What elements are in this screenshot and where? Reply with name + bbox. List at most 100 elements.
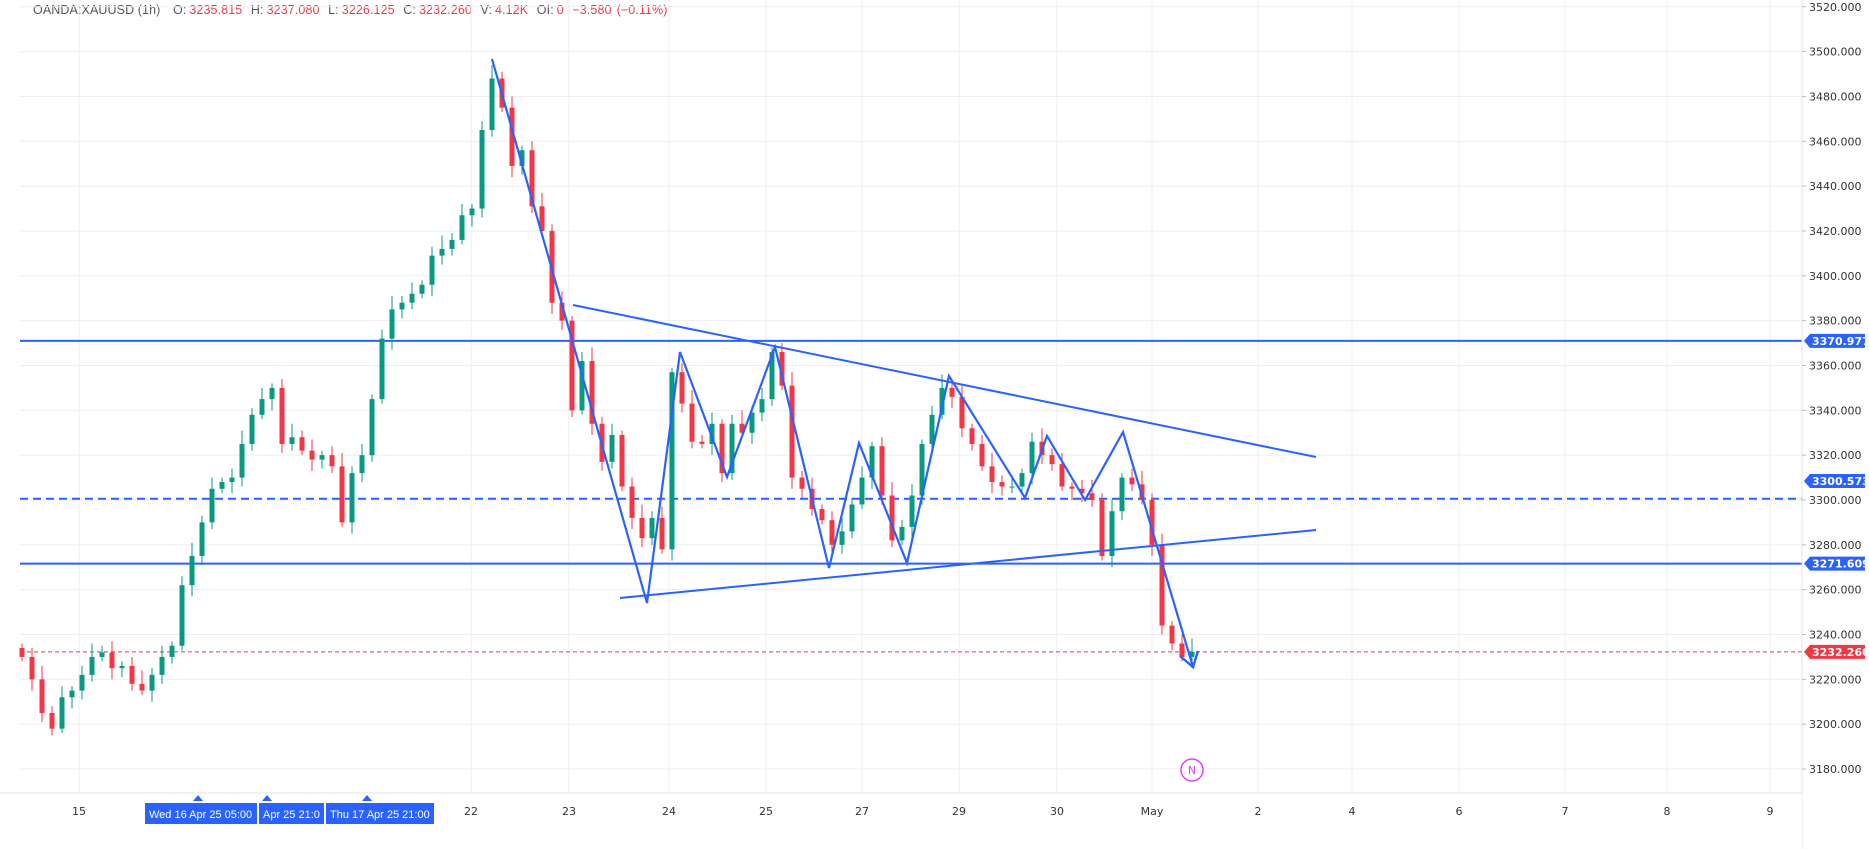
candle-up xyxy=(669,372,675,550)
arrow-head-icon xyxy=(1179,650,1200,670)
time-tick-label: 9 xyxy=(1767,805,1774,818)
candle-down xyxy=(679,372,685,404)
time-marker-triangle-icon[interactable] xyxy=(362,795,372,801)
candle-up xyxy=(769,352,775,400)
candle-down xyxy=(309,450,315,460)
level-price-tag[interactable]: 3300.573 xyxy=(1804,474,1869,488)
time-tick-label: 8 xyxy=(1664,805,1671,818)
price-tick-label: 3200.000 xyxy=(1809,718,1862,731)
time-tick-label: 30 xyxy=(1050,805,1064,818)
candle-down xyxy=(1159,544,1165,626)
candle-down xyxy=(1059,464,1065,487)
time-tick-label: 2 xyxy=(1255,805,1262,818)
candle-up xyxy=(79,674,85,691)
level-price-tag[interactable]: 3271.609 xyxy=(1804,556,1869,571)
time-marker[interactable]: Wed 16 Apr 25 05:00 xyxy=(145,795,257,824)
news-badge[interactable]: N xyxy=(1180,758,1204,782)
candle-down xyxy=(1129,477,1135,485)
zigzag-path[interactable] xyxy=(490,58,1195,668)
candle-down xyxy=(19,647,25,657)
time-marker-background xyxy=(145,803,257,824)
drawings[interactable]: N xyxy=(490,58,1317,782)
candle-up xyxy=(1119,477,1125,512)
candle-up xyxy=(389,309,395,339)
price-axis-background xyxy=(1802,0,1869,849)
candle-up xyxy=(869,446,875,478)
horizontal-levels[interactable] xyxy=(20,339,1802,653)
candle-down xyxy=(279,387,285,444)
candle-up xyxy=(419,284,425,294)
candle-up xyxy=(289,437,295,444)
time-marker-triangle-icon[interactable] xyxy=(193,795,203,801)
last-price-tag-background xyxy=(1804,644,1865,659)
level-price-tag-background xyxy=(1804,474,1865,488)
candle-up xyxy=(449,239,455,249)
level-price-tag-text: 3300.573 xyxy=(1812,475,1869,488)
level-price-tag-background xyxy=(1804,333,1865,348)
candle-down xyxy=(1179,643,1185,657)
price-tick-label: 3260.000 xyxy=(1809,584,1862,597)
price-tick-label: 3400.000 xyxy=(1809,270,1862,283)
candle-up xyxy=(939,387,945,415)
time-tick-label: 27 xyxy=(855,805,869,818)
last-price-tag[interactable]: 3232.260 xyxy=(1804,644,1869,659)
price-axis[interactable]: 3520.000 3500.000 3480.000 3460.000 3440.000… xyxy=(1801,0,1869,849)
candle-down xyxy=(949,387,955,397)
candle-up xyxy=(749,412,755,433)
candle-down xyxy=(1099,500,1105,557)
candle-up xyxy=(239,443,245,478)
candle-up xyxy=(149,674,155,691)
upper-trendline[interactable] xyxy=(572,304,1317,458)
time-tick-label: 25 xyxy=(759,805,773,818)
price-tick-label: 3420.000 xyxy=(1809,225,1862,238)
candle-up xyxy=(469,208,475,216)
candle-down xyxy=(819,508,825,521)
time-tick-label: 29 xyxy=(952,805,966,818)
candle-up xyxy=(649,517,655,539)
candle-up xyxy=(249,414,255,444)
candle-down xyxy=(829,520,835,545)
time-marker-background xyxy=(326,803,434,824)
level-price-tag-background xyxy=(1804,556,1865,571)
candle-up xyxy=(479,130,485,209)
candle-up xyxy=(369,399,375,456)
grid xyxy=(20,0,1802,793)
candle-down xyxy=(629,486,635,518)
candle-up xyxy=(1019,473,1025,487)
candle-up xyxy=(1009,486,1015,488)
candle-down xyxy=(619,434,625,487)
time-marker[interactable]: Thu 17 Apr 25 21:00 xyxy=(326,795,434,824)
candle-up xyxy=(349,473,355,523)
candle-up xyxy=(319,455,325,460)
candle-up xyxy=(899,526,905,541)
candle-down xyxy=(29,656,35,680)
price-tick-label: 3520.000 xyxy=(1809,1,1862,14)
price-tick-label: 3320.000 xyxy=(1809,449,1862,462)
candle-up xyxy=(69,690,75,698)
candle-up xyxy=(59,697,65,729)
price-tick-label: 3300.000 xyxy=(1809,494,1862,507)
time-marker-label: Apr 25 21:0 xyxy=(263,809,320,821)
price-tick-label: 3280.000 xyxy=(1809,539,1862,552)
time-tick-label: May xyxy=(1141,805,1164,818)
price-tick-label: 3340.000 xyxy=(1809,404,1862,417)
lower-trendline[interactable] xyxy=(619,529,1317,599)
volume-label: V: xyxy=(480,3,493,17)
time-marker-triangle-icon[interactable] xyxy=(262,795,272,801)
candle-down xyxy=(1169,625,1175,644)
time-marker[interactable]: Apr 25 21:0 xyxy=(259,795,324,824)
candle-down xyxy=(969,428,975,444)
candle-up xyxy=(99,652,105,657)
candle-down xyxy=(569,320,575,411)
time-tick-label: 7 xyxy=(1562,805,1569,818)
candle-up xyxy=(709,423,715,444)
candle-down xyxy=(689,403,695,442)
level-price-tag[interactable]: 3370.977 xyxy=(1804,333,1869,348)
candle-down xyxy=(589,360,595,424)
price-tick-label: 3460.000 xyxy=(1809,135,1862,148)
candle-up xyxy=(219,482,225,489)
candle-down xyxy=(529,150,535,207)
candle-down xyxy=(1089,493,1095,500)
